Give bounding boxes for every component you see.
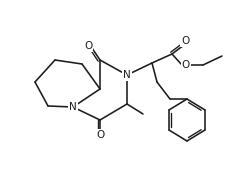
Text: O: O xyxy=(182,60,190,70)
Text: N: N xyxy=(69,102,77,112)
Text: O: O xyxy=(96,130,104,140)
Text: O: O xyxy=(181,36,189,46)
Text: N: N xyxy=(123,70,131,80)
Text: O: O xyxy=(84,41,92,51)
